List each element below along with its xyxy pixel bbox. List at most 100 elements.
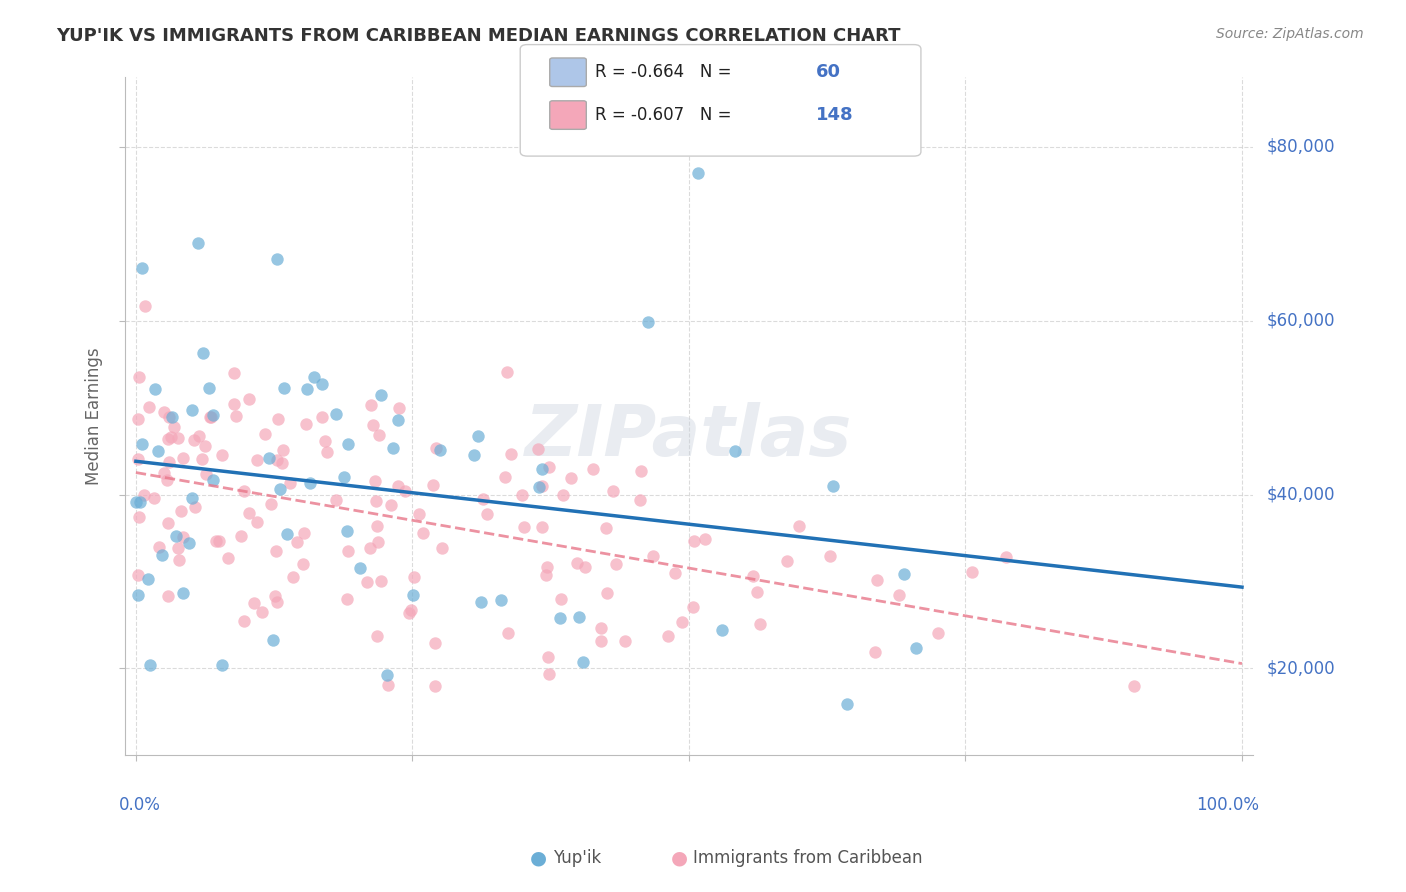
Point bbox=[425, 441, 447, 455]
Point bbox=[994, 550, 1017, 565]
Point bbox=[181, 402, 204, 417]
Point bbox=[187, 236, 209, 251]
Point bbox=[134, 488, 156, 502]
Point bbox=[370, 574, 392, 588]
Point bbox=[530, 520, 553, 534]
Point bbox=[336, 591, 359, 606]
Point bbox=[467, 429, 489, 443]
Point bbox=[246, 453, 269, 467]
Point bbox=[184, 500, 207, 514]
Point bbox=[208, 533, 231, 548]
Point bbox=[266, 452, 288, 467]
Point bbox=[463, 448, 485, 462]
Point bbox=[136, 572, 159, 586]
Point bbox=[360, 398, 382, 412]
Point bbox=[138, 400, 160, 414]
Point bbox=[375, 667, 398, 681]
Point bbox=[260, 497, 283, 511]
Point bbox=[641, 549, 664, 564]
Point bbox=[470, 595, 492, 609]
Point bbox=[232, 484, 254, 499]
Point bbox=[167, 553, 190, 567]
Point bbox=[960, 566, 983, 580]
Point bbox=[269, 482, 291, 496]
Point bbox=[510, 488, 533, 502]
Point bbox=[128, 495, 150, 509]
Point bbox=[127, 568, 149, 582]
Point bbox=[242, 596, 264, 610]
Point bbox=[264, 544, 287, 558]
Point bbox=[630, 464, 652, 478]
Point bbox=[127, 588, 149, 602]
Text: Source: ZipAtlas.com: Source: ZipAtlas.com bbox=[1216, 27, 1364, 41]
Point bbox=[366, 493, 388, 508]
Point bbox=[537, 667, 560, 681]
Point bbox=[368, 428, 391, 442]
Point bbox=[271, 456, 294, 470]
Point bbox=[298, 475, 321, 490]
Point bbox=[238, 392, 260, 406]
Point bbox=[172, 530, 194, 544]
Point bbox=[571, 655, 593, 669]
Point bbox=[741, 568, 763, 582]
Point bbox=[311, 377, 333, 392]
Point bbox=[581, 462, 603, 476]
Point bbox=[156, 590, 179, 604]
Point bbox=[273, 381, 295, 395]
Text: $60,000: $60,000 bbox=[1267, 312, 1336, 330]
Point bbox=[628, 493, 651, 508]
Point bbox=[314, 434, 336, 448]
Point bbox=[257, 450, 280, 465]
Point bbox=[170, 504, 193, 518]
Point bbox=[423, 679, 446, 693]
Point bbox=[285, 534, 308, 549]
Point bbox=[534, 568, 557, 582]
Point bbox=[336, 524, 359, 538]
Point bbox=[211, 657, 233, 672]
Point bbox=[316, 445, 339, 459]
Point bbox=[349, 561, 371, 575]
Point bbox=[688, 166, 710, 180]
Point bbox=[893, 566, 915, 581]
Point bbox=[775, 554, 797, 568]
Point bbox=[637, 315, 659, 329]
Point bbox=[837, 698, 859, 712]
Point bbox=[423, 636, 446, 650]
Point bbox=[359, 541, 381, 555]
Point bbox=[191, 346, 214, 360]
Point bbox=[143, 382, 166, 396]
Point bbox=[595, 521, 617, 535]
Point bbox=[820, 549, 842, 564]
Text: 100.0%: 100.0% bbox=[1195, 796, 1258, 814]
Point bbox=[177, 536, 200, 550]
Point bbox=[295, 382, 318, 396]
Point bbox=[596, 586, 619, 600]
Point bbox=[201, 473, 224, 487]
Point bbox=[565, 556, 588, 570]
Point bbox=[278, 475, 301, 490]
Point bbox=[574, 560, 596, 574]
Point bbox=[787, 519, 810, 533]
Point bbox=[229, 529, 252, 543]
Point bbox=[217, 551, 239, 566]
Point bbox=[225, 409, 247, 423]
Point bbox=[429, 443, 451, 458]
Point bbox=[568, 609, 591, 624]
Point bbox=[337, 544, 360, 558]
Point bbox=[494, 470, 516, 484]
Point bbox=[294, 417, 316, 431]
Point bbox=[204, 533, 226, 548]
Point bbox=[724, 443, 747, 458]
Text: ●: ● bbox=[671, 848, 688, 868]
Point bbox=[927, 626, 949, 640]
Point bbox=[745, 584, 768, 599]
Point bbox=[710, 623, 733, 637]
Point bbox=[430, 541, 453, 555]
Point bbox=[370, 388, 392, 402]
Y-axis label: Median Earnings: Median Earnings bbox=[86, 348, 103, 485]
Point bbox=[153, 467, 176, 481]
Point bbox=[496, 626, 519, 640]
Point bbox=[267, 412, 290, 426]
Point bbox=[905, 640, 928, 655]
Point bbox=[238, 507, 260, 521]
